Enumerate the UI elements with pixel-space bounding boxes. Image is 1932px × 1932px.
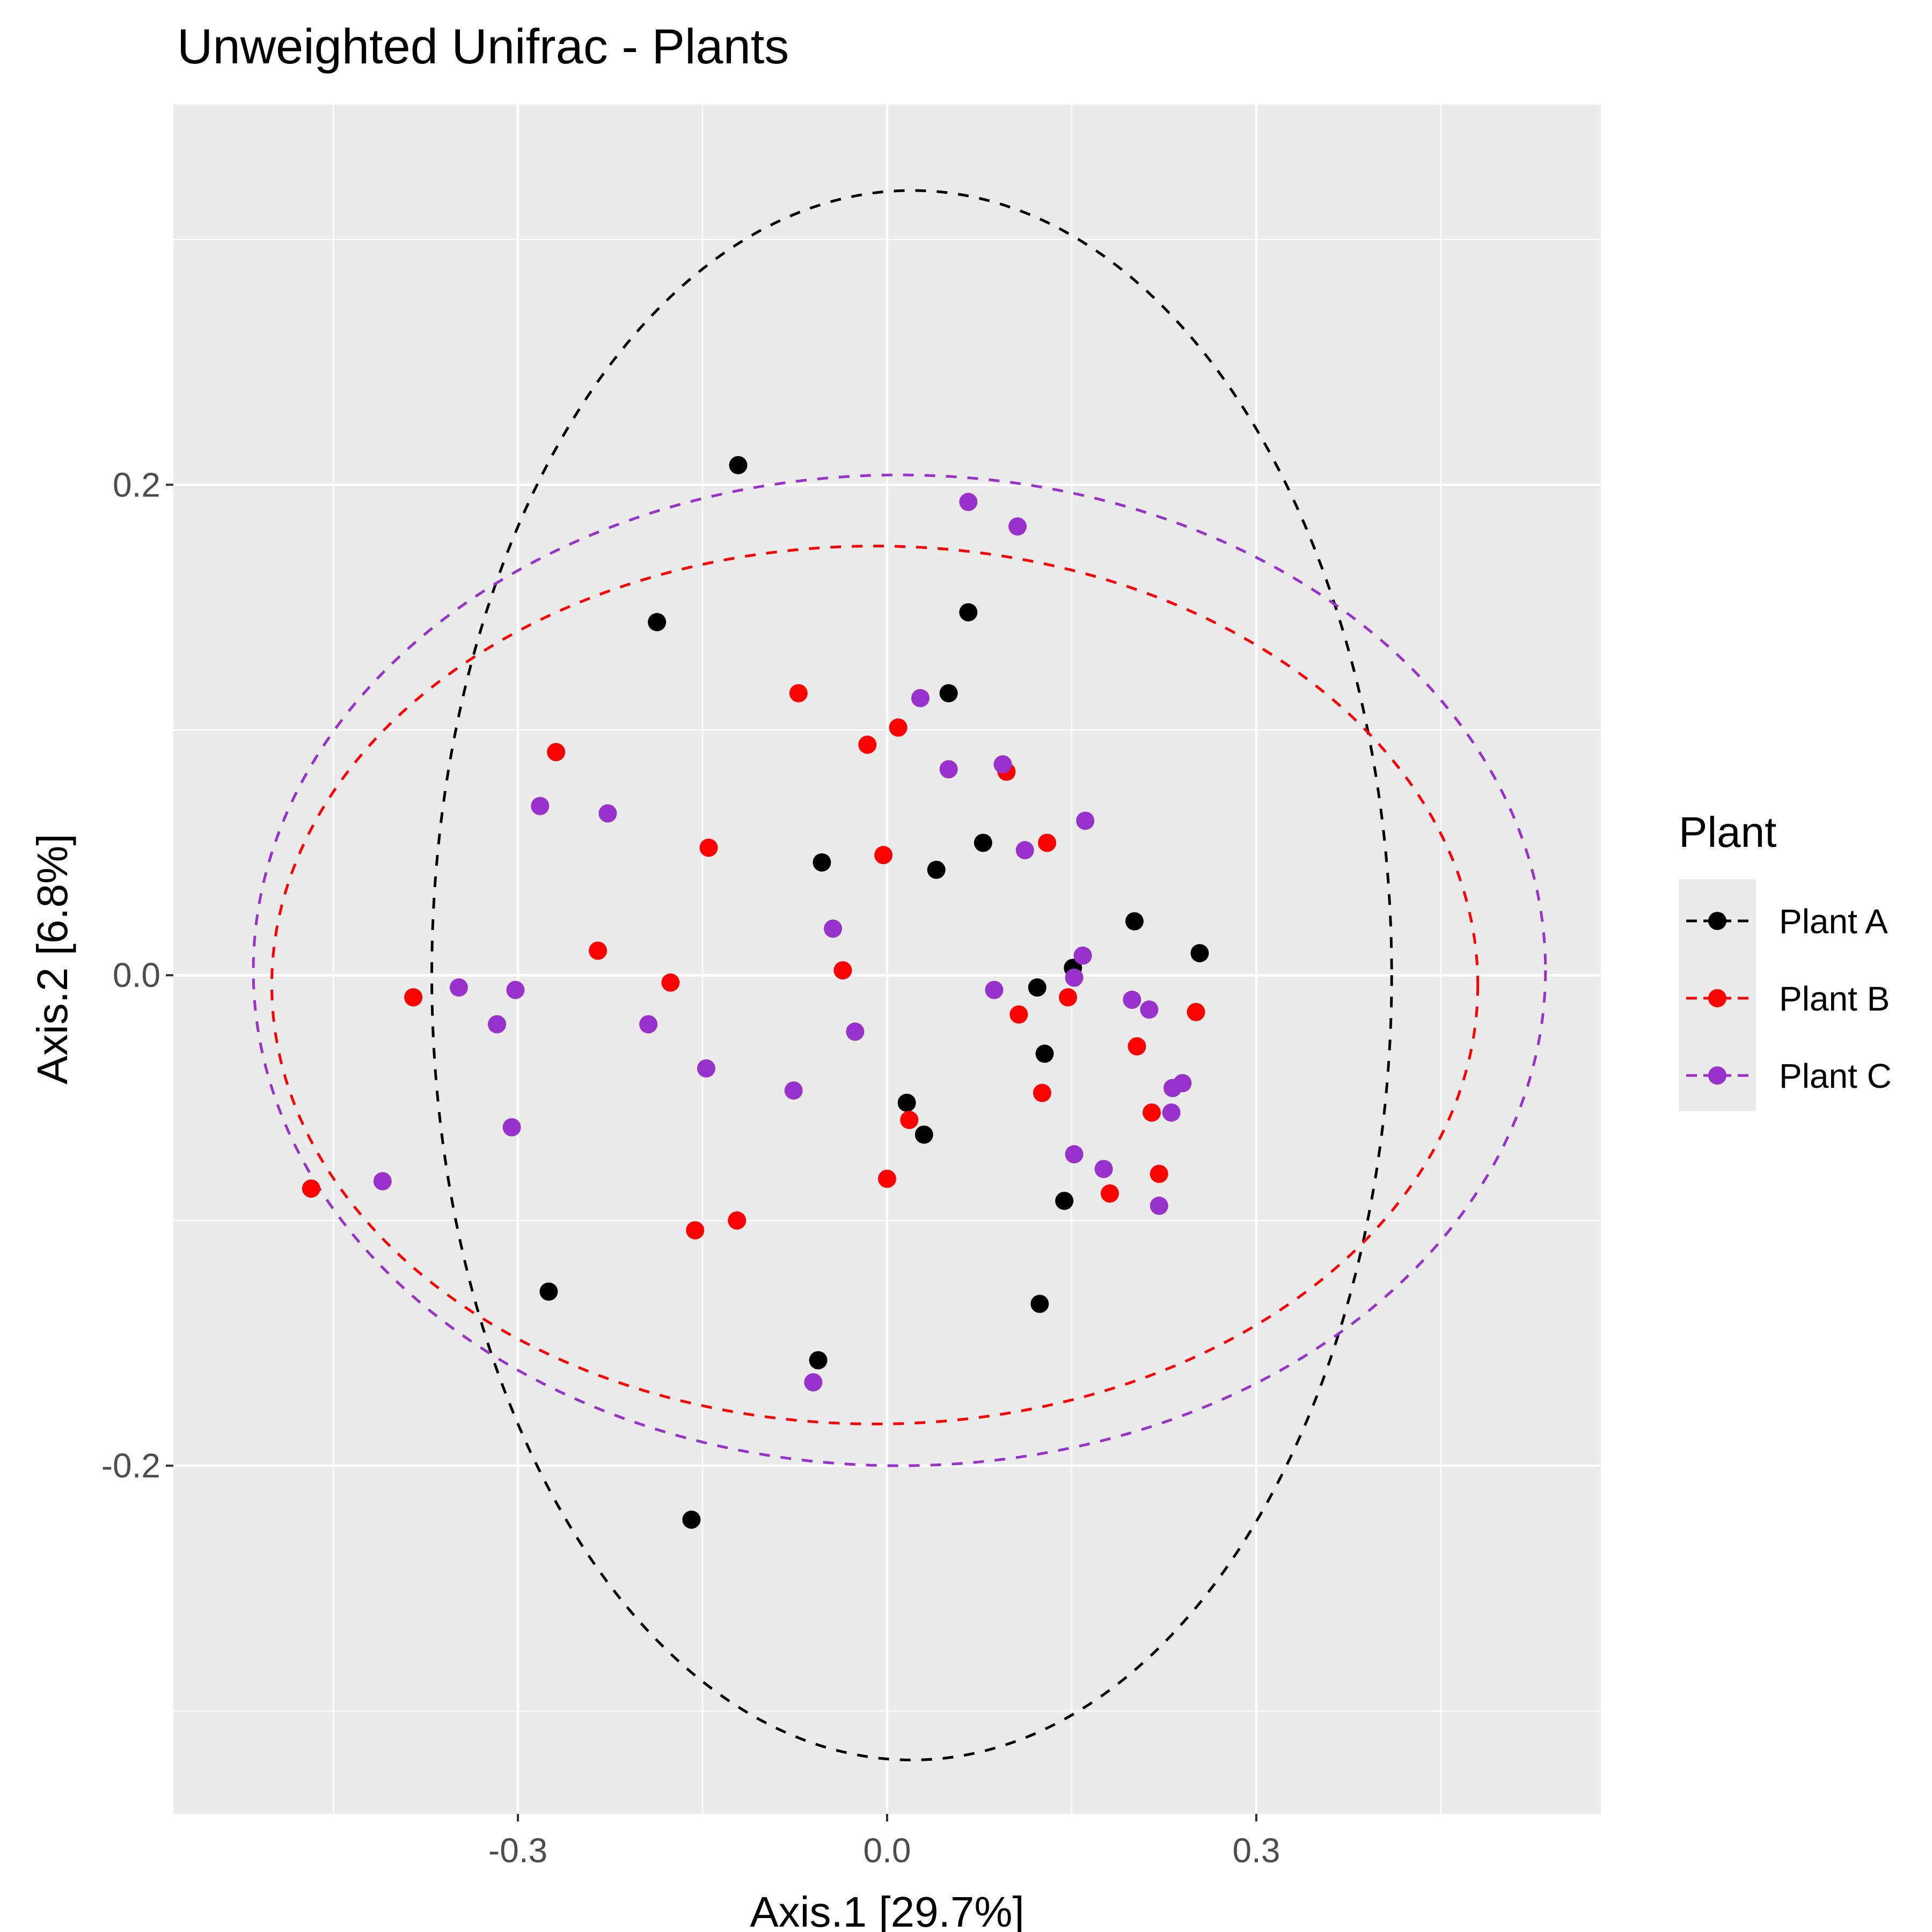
chart-title: Unweighted Unifrac - Plants	[177, 19, 789, 74]
plant-b-point	[1143, 1103, 1161, 1122]
confidence-ellipses	[252, 189, 1547, 1761]
plant-b-legend-label: Plant B	[1779, 979, 1890, 1018]
plant-b-point	[789, 684, 808, 702]
plant-b-point	[302, 1179, 320, 1198]
plant-b-legend-marker	[1708, 989, 1726, 1007]
y-tick-label: -0.2	[101, 1446, 160, 1485]
plant-c-point	[1073, 946, 1092, 965]
plant-a-point	[1030, 1294, 1049, 1313]
plant-b-point	[1101, 1184, 1119, 1203]
data-points	[302, 456, 1209, 1529]
plant-a-point	[939, 684, 958, 702]
plant-a-point	[1028, 978, 1046, 997]
plant-a-legend-label: Plant A	[1779, 902, 1888, 941]
plant-b-point	[404, 988, 423, 1007]
y-axis-ticks: -0.2 0.0 0.2	[101, 465, 173, 1485]
plant-c-point	[846, 1022, 865, 1041]
plant-a-point	[1035, 1044, 1054, 1063]
plant-c-point	[373, 1172, 392, 1191]
plant-a-point	[539, 1282, 558, 1301]
plant-c-point	[1076, 811, 1095, 830]
plant-c-point	[639, 1015, 658, 1034]
plant-c-point	[1140, 1000, 1159, 1019]
plant-c-point	[959, 493, 978, 511]
plant-a-point	[974, 833, 992, 852]
plant-b-point	[686, 1221, 705, 1240]
plant-c-point	[1163, 1079, 1182, 1097]
plant-c-point	[531, 796, 550, 815]
plant-a-point	[682, 1510, 701, 1529]
plant-c-legend-label: Plant C	[1779, 1057, 1892, 1095]
plant-b-point	[1128, 1037, 1146, 1056]
plant-a-point	[1055, 1191, 1074, 1210]
plant-c-point	[784, 1081, 803, 1100]
plant-b-point	[589, 941, 608, 960]
plant-b-point	[878, 1169, 896, 1188]
plant-c-point	[804, 1373, 823, 1392]
plant-c-point	[502, 1118, 521, 1137]
plant-c-point	[1015, 841, 1034, 860]
plant-c-point	[911, 689, 930, 707]
plant-c-point	[450, 978, 468, 997]
legend: Plant Plant A Plant B Plant C	[1679, 808, 1892, 1111]
y-axis-title: Axis.2 [6.8%]	[28, 834, 76, 1085]
plant-c-point	[1150, 1196, 1168, 1215]
plant-c-point	[1094, 1160, 1113, 1179]
plant-c-point	[985, 980, 1004, 999]
plant-b-point	[661, 973, 680, 992]
plant-c-point	[1123, 990, 1141, 1009]
plant-a-point	[648, 613, 667, 632]
plant-a-point	[809, 1351, 828, 1370]
plant-c-point	[598, 804, 617, 823]
plant-b-point	[699, 838, 718, 857]
x-axis-ticks: -0.3 0.0 0.3	[488, 1814, 1280, 1870]
plant-b-point	[1059, 988, 1078, 1007]
plant-a-legend-marker	[1708, 912, 1726, 930]
x-axis-title: Axis.1 [29.7%]	[750, 1888, 1024, 1932]
plant-c-point	[1008, 517, 1027, 536]
plant-b-point	[900, 1110, 919, 1129]
x-tick-label: 0.0	[863, 1831, 911, 1870]
plant-b-point	[1009, 1005, 1028, 1024]
legend-items: Plant A Plant B Plant C	[1686, 902, 1892, 1095]
plant-a-point	[897, 1093, 916, 1112]
plant-c-point	[506, 980, 525, 999]
x-tick-label: 0.3	[1232, 1831, 1280, 1870]
plant-c-ellipse	[252, 473, 1547, 1467]
plant-c-point	[697, 1059, 715, 1078]
plant-b-point	[874, 846, 893, 865]
plant-a-point	[959, 603, 978, 621]
plant-b-point	[1150, 1165, 1168, 1183]
y-tick-label: 0.2	[113, 465, 160, 504]
plant-a-point	[813, 853, 831, 872]
y-tick-label: 0.0	[113, 956, 160, 994]
plant-c-point	[488, 1015, 507, 1034]
plant-c-point	[824, 919, 843, 938]
plant-b-point	[728, 1211, 747, 1230]
plant-a-point	[914, 1125, 933, 1144]
major-gridlines	[173, 105, 1601, 1814]
plant-b-point	[1038, 833, 1057, 852]
plant-c-point	[993, 755, 1012, 774]
plant-a-point	[1190, 944, 1209, 963]
plant-c-point	[1065, 1145, 1084, 1163]
legend-title: Plant	[1679, 808, 1776, 856]
plant-b-point	[1187, 1002, 1205, 1021]
plant-b-point	[833, 961, 852, 980]
plant-a-point	[927, 860, 946, 879]
plant-a-point	[1125, 912, 1144, 931]
plant-c-legend-marker	[1708, 1066, 1726, 1085]
plant-b-point	[858, 735, 877, 754]
plant-b-ellipse	[270, 545, 1480, 1425]
plant-b-point	[1033, 1084, 1051, 1102]
plant-c-point	[1162, 1103, 1181, 1122]
plant-b-point	[547, 743, 566, 762]
plant-b-point	[889, 718, 908, 737]
plant-c-point	[1065, 968, 1084, 987]
plant-c-point	[939, 760, 958, 779]
x-tick-label: -0.3	[488, 1831, 547, 1870]
plant-a-point	[729, 456, 748, 474]
